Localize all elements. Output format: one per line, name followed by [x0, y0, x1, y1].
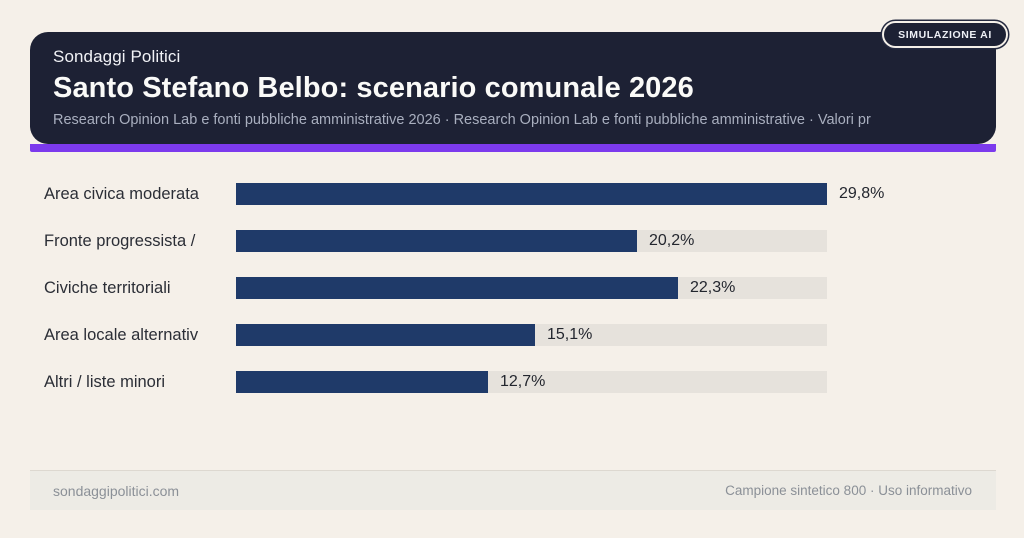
bar-track: 15,1%: [236, 324, 827, 346]
value-label: 15,1%: [547, 326, 593, 343]
footer-source: sondaggipolitici.com: [53, 482, 180, 499]
bar: [236, 183, 827, 205]
category-label: Area civica moderata: [44, 184, 199, 203]
brand-eyebrow: Sondaggi Politici: [53, 47, 181, 66]
category-label: Civiche territoriali: [44, 278, 171, 297]
bar-track: 22,3%: [236, 277, 827, 299]
chart-row: Altri / liste minori 12,7%: [0, 371, 1024, 393]
category-label: Fronte progressista /: [44, 231, 196, 250]
header-card: Sondaggi Politici Santo Stefano Belbo: s…: [30, 32, 996, 144]
value-label: 22,3%: [690, 279, 736, 296]
bar: [236, 277, 678, 299]
simulation-badge-label: SIMULAZIONE AI: [898, 28, 992, 41]
footer: sondaggipolitici.com Campione sintetico …: [30, 470, 996, 510]
chart-row: Fronte progressista / 20,2%: [0, 230, 1024, 252]
category-label: Area locale alternativ: [44, 325, 199, 344]
bar: [236, 371, 488, 393]
accent-strip: [30, 144, 996, 152]
category-label: Altri / liste minori: [44, 372, 166, 391]
bar-track: 20,2%: [236, 230, 827, 252]
chart-row: Area civica moderata 29,8%: [0, 183, 1024, 205]
bar-track: 12,7%: [236, 371, 827, 393]
page-title: Santo Stefano Belbo: scenario comunale 2…: [53, 72, 694, 104]
bar-track: 29,8%: [236, 183, 884, 205]
chart-row: Civiche territoriali 22,3%: [0, 277, 1024, 299]
bar-chart: Area civica moderata 29,8% Fronte progre…: [0, 183, 1024, 418]
page-subtitle: Research Opinion Lab e fonti pubbliche a…: [53, 112, 871, 128]
chart-row: Area locale alternativ 15,1%: [0, 324, 1024, 346]
bar: [236, 324, 535, 346]
simulation-badge: SIMULAZIONE AI: [882, 21, 1008, 48]
value-label: 12,7%: [500, 373, 546, 390]
bar: [236, 230, 637, 252]
value-label: 29,8%: [839, 185, 885, 202]
footer-note: Campione sintetico 800 · Uso informativo: [725, 483, 972, 498]
value-label: 20,2%: [649, 232, 695, 249]
